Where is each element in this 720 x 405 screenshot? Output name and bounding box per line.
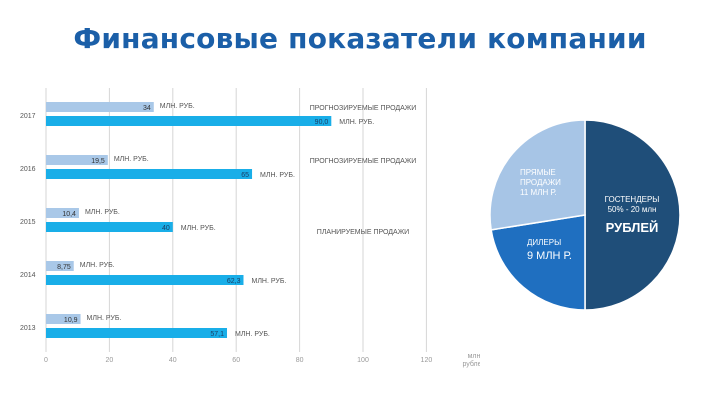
pie-slice-label: 11 МЛН Р. [520,188,557,197]
x-tick-label: 0 [44,357,48,364]
bar-large-unit-label: МЛН. РУБ. [251,278,286,285]
pie-slice [489,119,586,231]
x-tick-label: 80 [296,357,304,364]
bar-small-value-label: 34 [143,105,151,112]
axis-unit-label-line-1: млн [468,353,480,360]
year-label: 2016 [20,166,36,173]
bar-small [46,314,81,324]
bar-small [46,155,108,165]
x-tick-label: 120 [421,357,433,364]
axis-unit-label-line-2: рублей [462,360,480,368]
pie-slice-label: 9 МЛН Р. [527,250,572,262]
bar-large [46,275,244,285]
x-tick-label: 20 [106,357,114,364]
bar-small [46,261,74,271]
pie-slice [584,119,681,311]
bar-small [46,208,79,218]
bar-large-value-label: 40 [162,225,170,232]
bar-small-unit-label: МЛН. РУБ. [80,262,115,269]
bar-note-label: ПРОГНОЗИРУЕМЫЕ ПРОДАЖИ [310,158,417,165]
bar-small-unit-label: МЛН. РУБ. [160,103,195,110]
x-tick-label: 40 [169,357,177,364]
bar-small-value-label: 8,75 [57,264,71,271]
x-tick-label: 60 [232,357,240,364]
bar-small-unit-label: МЛН. РУБ. [87,315,122,322]
pie-slice-label: ГОСТЕНДЕРЫ [605,195,660,204]
bar-large [46,328,228,338]
bar-large-unit-label: МЛН. РУБ. [181,225,216,232]
bar-note-label: ПЛАНИРУЕМЫЕ ПРОДАЖИ [317,229,409,236]
bar-large [46,169,253,179]
year-label: 2015 [20,219,36,226]
bar-large-unit-label: МЛН. РУБ. [260,172,295,179]
pie-slice-label: ДИЛЕРЫ [527,238,561,247]
year-label: 2017 [20,113,36,120]
bar-large-unit-label: МЛН. РУБ. [235,331,270,338]
bar-small-value-label: 19,5 [91,158,105,165]
year-label: 2013 [20,325,36,332]
bar-large-value-label: 57,1 [210,331,224,338]
bar-chart: 0 20 40 60 80 100 120 млнрублей 34 МЛН. РУБ. 90,0 М… [20,88,480,368]
bar-small-value-label: 10,4 [62,211,76,218]
pie-slice-label: РУБЛЕЙ [606,220,659,235]
pie-slice-label: 50% - 20 млн [608,205,657,214]
bar-large-value-label: 62,3 [227,278,241,285]
bar-large-value-label: 65 [241,172,249,179]
bar-small-unit-label: МЛН. РУБ. [85,209,120,216]
bar-large-value-label: 90,0 [315,119,329,126]
bar-note-label: ПРОГНОЗИРУЕМЫЕ ПРОДАЖИ [310,105,417,112]
bar-small-unit-label: МЛН. РУБ. [114,156,149,163]
page-title: Финансовые показатели компании [73,22,647,55]
pie-slice [490,214,586,311]
bar-large-unit-label: МЛН. РУБ. [339,119,374,126]
bar-small-value-label: 10,9 [64,317,78,324]
x-tick-label: 100 [357,357,369,364]
pie-slice-label: ПРОДАЖИ [520,178,561,187]
bar-large [46,222,173,232]
year-label: 2014 [20,272,36,279]
bar-large [46,116,332,126]
bar-small [46,102,154,112]
pie-slice-label: ПРЯМЫЕ [520,168,556,177]
